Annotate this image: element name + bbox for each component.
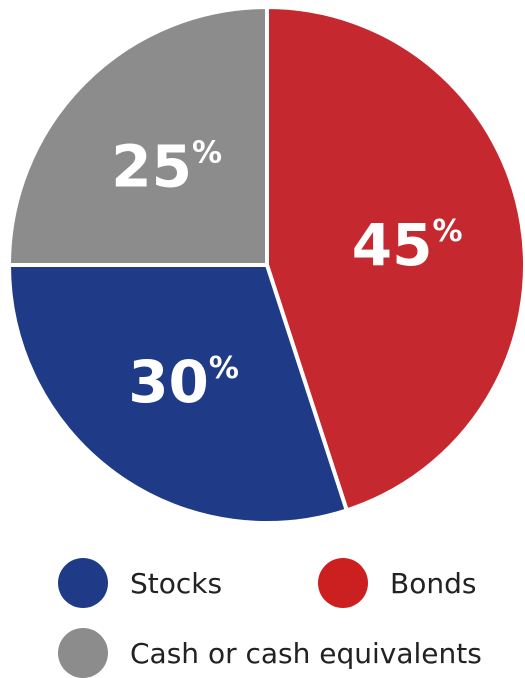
legend: Stocks Bonds Cash or cash equivalents (0, 540, 525, 678)
legend-item-bonds: Bonds (318, 558, 476, 608)
pie-chart: 45% 30% 25% (7, 5, 525, 525)
slice-label-stocks: 30% (128, 348, 239, 416)
legend-item-stocks: Stocks (58, 558, 222, 608)
legend-label-stocks: Stocks (130, 566, 223, 600)
pie-slice-labels: 45% 30% 25% (111, 133, 462, 416)
legend-label-bonds: Bonds (390, 566, 477, 600)
legend-item-cash: Cash or cash equivalents (58, 628, 482, 678)
legend-label-cash: Cash or cash equivalents (130, 636, 482, 670)
legend-swatch-cash (58, 628, 108, 678)
pie-slice-stocks (7, 263, 349, 525)
slice-label-bonds: 45% (352, 211, 463, 279)
pie-slice-cash-or-cash-equivalents (7, 5, 269, 267)
pie-slice-bonds (265, 5, 525, 513)
slice-label-cash-or-cash-equivalents: 25% (111, 133, 222, 201)
pie-slices (7, 5, 525, 525)
pie-chart-svg: 45% 30% 25% (7, 5, 525, 525)
legend-swatch-stocks (58, 558, 108, 608)
legend-swatch-bonds (318, 558, 368, 608)
